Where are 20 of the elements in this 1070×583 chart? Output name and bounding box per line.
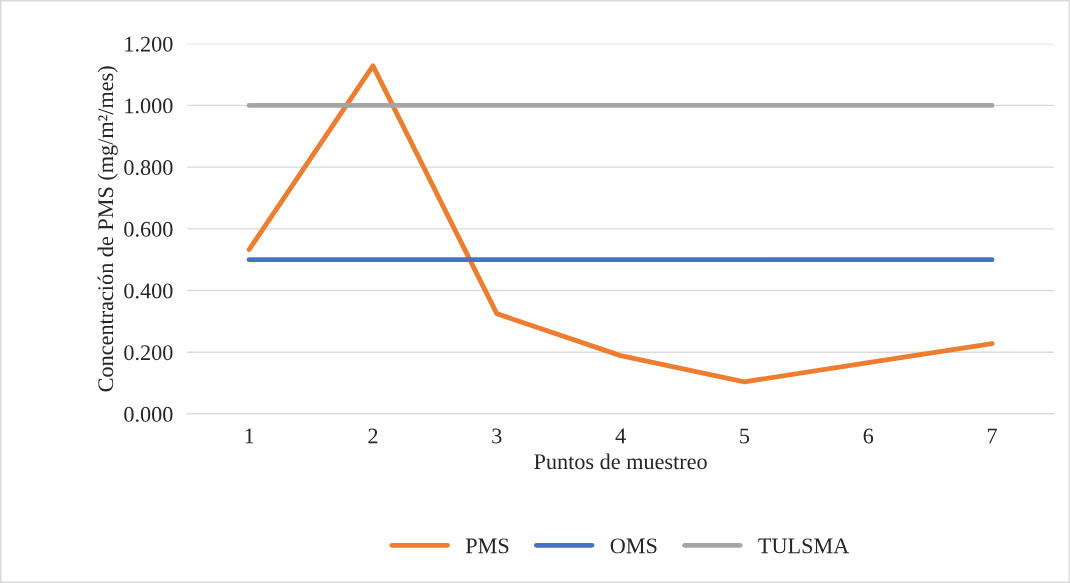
y-axis-title: Concentración de PMS (mg/m²/mes): [97, 66, 118, 392]
x-tick-label: 1: [245, 428, 254, 444]
y-tick-label: 0.800: [124, 160, 173, 176]
x-tick-label: 2: [368, 428, 378, 444]
x-tick-label: 3: [492, 428, 502, 444]
x-tick-label: 7: [987, 428, 997, 444]
y-tick-label: 0.600: [124, 221, 173, 237]
legend-label: PMS: [465, 538, 509, 554]
y-tick-label: 0.000: [124, 406, 173, 422]
x-axis-title: Puntos de muestreo: [534, 453, 707, 470]
y-tick-label: 0.400: [124, 283, 173, 299]
y-tick-label: 1.000: [125, 98, 173, 114]
y-tick-label: 0.200: [124, 345, 173, 361]
x-tick-label: 4: [615, 428, 626, 444]
y-tick-label: 1.200: [125, 36, 173, 52]
line-series: [246, 63, 995, 385]
x-tick-label: 5: [740, 428, 750, 444]
legend-label: TULSMA: [758, 538, 850, 554]
x-tick-label: 6: [863, 428, 874, 444]
legend-label: OMS: [610, 538, 657, 554]
